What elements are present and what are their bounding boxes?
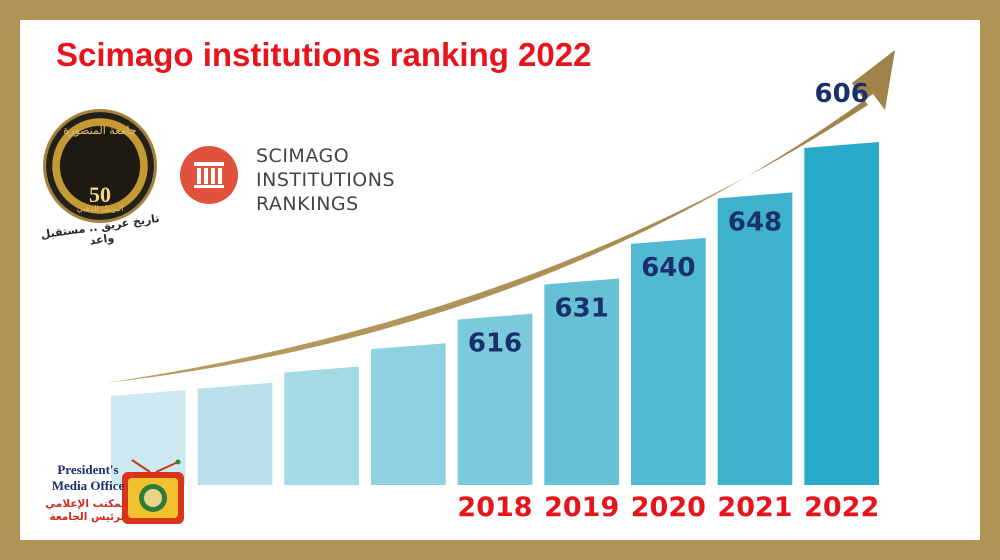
data-label: 648	[728, 207, 782, 237]
x-tick-label: 2021	[717, 492, 792, 523]
bar	[544, 278, 619, 485]
x-tick-label: 2019	[544, 492, 619, 523]
data-label: 606	[815, 79, 869, 109]
bar	[371, 343, 446, 485]
value-labels: 616 631 640 648 606	[468, 79, 869, 359]
jubilee-subtitle: اليوبيل الذهبي	[76, 204, 124, 213]
bar	[457, 313, 533, 485]
data-label: 631	[555, 293, 609, 323]
media-office-line1: President's	[57, 462, 119, 477]
bar	[284, 366, 359, 485]
data-label: 616	[468, 329, 522, 359]
bar	[717, 192, 793, 485]
institution-building-icon	[180, 146, 238, 204]
university-logo: جامعة المنصورة 50 اليوبيل الذهبي تاريخ ع…	[40, 108, 165, 248]
year-labels: 2018 2019 2020 2021 2022	[457, 492, 879, 523]
media-office-line1-ar: المكتب الإعلامي	[45, 498, 129, 510]
jubilee-number: 50	[89, 182, 111, 207]
data-label: 640	[641, 253, 695, 283]
chart-title: Scimago institutions ranking 2022	[56, 36, 592, 73]
scimago-line2: INSTITUTIONS	[256, 169, 396, 191]
bar	[804, 142, 879, 485]
scimago-logo: SCIMAGO INSTITUTIONS RANKINGS	[176, 128, 406, 228]
x-tick-label: 2022	[804, 492, 879, 523]
x-tick-label: 2020	[631, 492, 706, 523]
bar	[111, 390, 186, 485]
bar-series	[111, 142, 879, 485]
media-office-line2-ar: لرئيس الجامعة	[49, 511, 125, 523]
university-arabic-name: جامعة المنصورة	[63, 124, 137, 137]
x-tick-label: 2018	[457, 492, 532, 523]
media-office-logo: President's Media Office المكتب الإعلامي…	[28, 428, 198, 538]
tv-icon	[122, 459, 184, 524]
scimago-line3: RANKINGS	[256, 193, 359, 215]
bar	[197, 382, 273, 485]
media-office-line2: Media Office	[51, 478, 125, 493]
scimago-line1: SCIMAGO	[256, 145, 350, 167]
university-seal: جامعة المنصورة 50 اليوبيل الذهبي	[46, 112, 154, 220]
bar	[631, 237, 706, 485]
